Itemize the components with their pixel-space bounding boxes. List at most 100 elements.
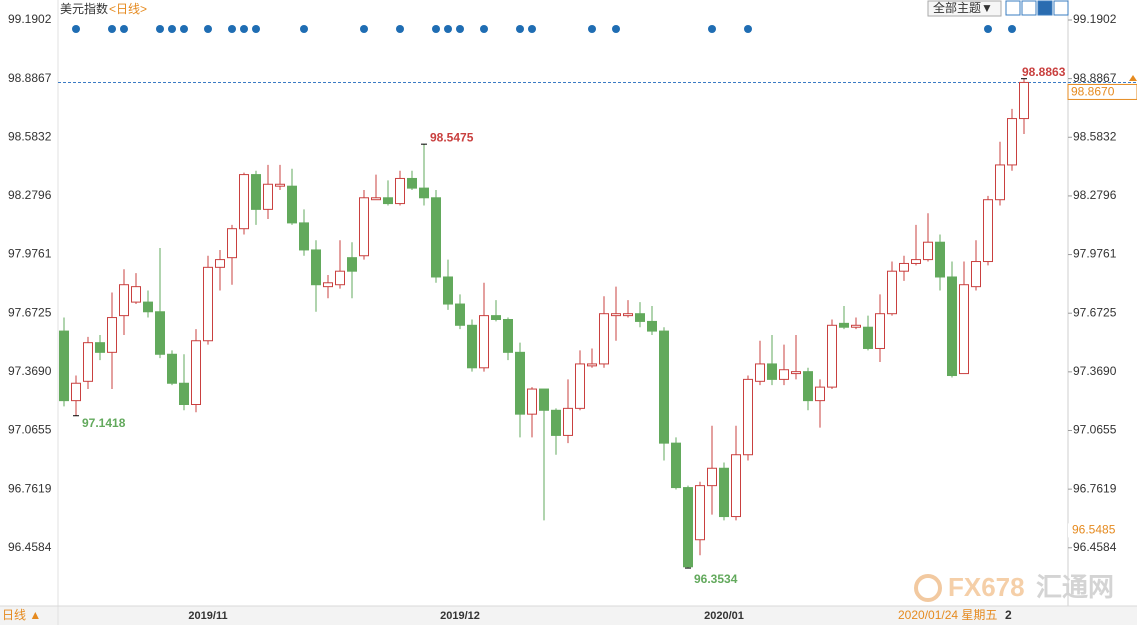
event-marker	[228, 25, 236, 33]
candle-body	[215, 259, 225, 268]
candle-body	[707, 467, 717, 487]
candle-body	[683, 487, 693, 568]
y-tick-label: 99.1902	[1073, 12, 1117, 26]
extreme-label: 98.5475	[430, 130, 474, 144]
y-tick-label: 98.5832	[1073, 129, 1117, 143]
candle-body	[647, 320, 657, 332]
candle-body	[107, 317, 117, 353]
y-tick-label: 98.2796	[1073, 188, 1117, 202]
event-marker	[444, 25, 452, 33]
candle-body	[575, 363, 585, 409]
event-marker	[1008, 25, 1016, 33]
theme-button-text[interactable]: 全部主题▼	[933, 0, 993, 15]
candle-body	[359, 197, 369, 257]
candle-body	[263, 183, 273, 210]
tool-icon[interactable]	[1037, 0, 1053, 16]
y-tick-label: 97.9761	[1073, 247, 1117, 261]
last-price-label: 98.8670	[1071, 85, 1115, 99]
x-tick-label: 2019/11	[188, 610, 227, 622]
candle-body	[791, 371, 801, 375]
event-marker	[480, 25, 488, 33]
event-marker	[300, 25, 308, 33]
candle-body	[419, 187, 429, 199]
candle-body	[455, 303, 465, 326]
candle-body	[719, 467, 729, 518]
event-marker	[204, 25, 212, 33]
event-marker	[156, 25, 164, 33]
candle-body	[563, 407, 573, 436]
y-tick-label: 97.3690	[1073, 364, 1117, 378]
candle-body	[539, 388, 549, 411]
y-tick-label: 97.6725	[1073, 305, 1117, 319]
tool-icon[interactable]	[1021, 0, 1037, 16]
event-marker	[456, 25, 464, 33]
candle-body	[287, 185, 297, 224]
candle-body	[599, 313, 609, 365]
y-tick-label: 97.0655	[1073, 423, 1117, 437]
event-marker	[180, 25, 188, 33]
candle-body	[731, 454, 741, 518]
last-price-box	[1067, 83, 1137, 100]
event-marker	[168, 25, 176, 33]
event-marker	[744, 25, 752, 33]
event-marker	[252, 25, 260, 33]
event-marker	[120, 25, 128, 33]
watermark-brand: FX678	[948, 572, 1025, 602]
cursor-price-box	[1068, 523, 1137, 538]
y-tick-label-left: 98.5832	[8, 129, 52, 143]
candle-body	[119, 284, 129, 317]
candle-body	[383, 197, 393, 205]
extreme-label: 96.3534	[694, 572, 738, 586]
candle-body	[491, 315, 501, 320]
candle-body	[935, 241, 945, 278]
event-marker	[708, 25, 716, 33]
candle-body	[407, 177, 417, 189]
candle-body	[875, 313, 885, 349]
event-marker	[108, 25, 116, 33]
candle-body	[779, 369, 789, 380]
candle-body	[443, 276, 453, 305]
candle-body	[515, 351, 525, 415]
candle-body	[503, 318, 513, 353]
x-tick-label: 2019/12	[440, 610, 480, 622]
candle-body	[899, 262, 909, 272]
candle-body	[95, 342, 105, 353]
candle-body	[311, 249, 321, 286]
extreme-label: 97.1418	[82, 416, 126, 430]
candle-body	[887, 270, 897, 315]
event-marker	[516, 25, 524, 33]
cursor-price-label: 96.5485	[1072, 523, 1116, 537]
cursor-page: 2	[1005, 608, 1012, 622]
y-tick-label: 96.4584	[1073, 540, 1117, 554]
candle-body	[803, 371, 813, 402]
candle-body	[755, 363, 765, 382]
candle-body	[839, 322, 849, 328]
y-tick-label-left: 97.9761	[8, 247, 52, 261]
candle-body	[611, 313, 621, 317]
candle-body	[659, 330, 669, 444]
candle-body	[167, 353, 177, 384]
period-button[interactable]: 日线 ▲	[2, 608, 41, 622]
tool-icon[interactable]	[1005, 0, 1021, 16]
price-arrow	[1129, 75, 1137, 81]
candle-body	[767, 363, 777, 380]
event-marker	[612, 25, 620, 33]
x-axis-band	[0, 606, 1137, 625]
y-tick-label: 96.7619	[1073, 481, 1117, 495]
event-marker	[984, 25, 992, 33]
y-tick-label-left: 99.1902	[8, 12, 52, 26]
y-tick-label: 98.8867	[1073, 71, 1117, 85]
candle-body	[395, 177, 405, 205]
candle-body	[431, 197, 441, 278]
candle-body	[635, 313, 645, 322]
candle-body	[71, 382, 81, 402]
watermark-logo	[914, 574, 942, 602]
candle-body	[815, 386, 825, 402]
candle-body	[863, 326, 873, 349]
tool-icon[interactable]	[1053, 0, 1069, 16]
theme-button[interactable]	[927, 0, 1002, 17]
candle-body	[959, 284, 969, 375]
candle-body	[227, 228, 237, 259]
